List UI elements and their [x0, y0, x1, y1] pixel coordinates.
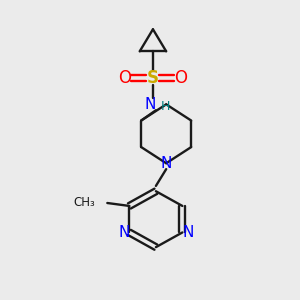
Text: N: N — [118, 225, 130, 240]
Text: N: N — [160, 156, 172, 171]
Text: N: N — [144, 97, 156, 112]
Text: N: N — [182, 225, 194, 240]
Text: O: O — [118, 69, 131, 87]
Text: H: H — [160, 100, 170, 113]
Text: O: O — [174, 69, 188, 87]
Text: CH₃: CH₃ — [74, 196, 95, 209]
Text: S: S — [147, 69, 159, 87]
